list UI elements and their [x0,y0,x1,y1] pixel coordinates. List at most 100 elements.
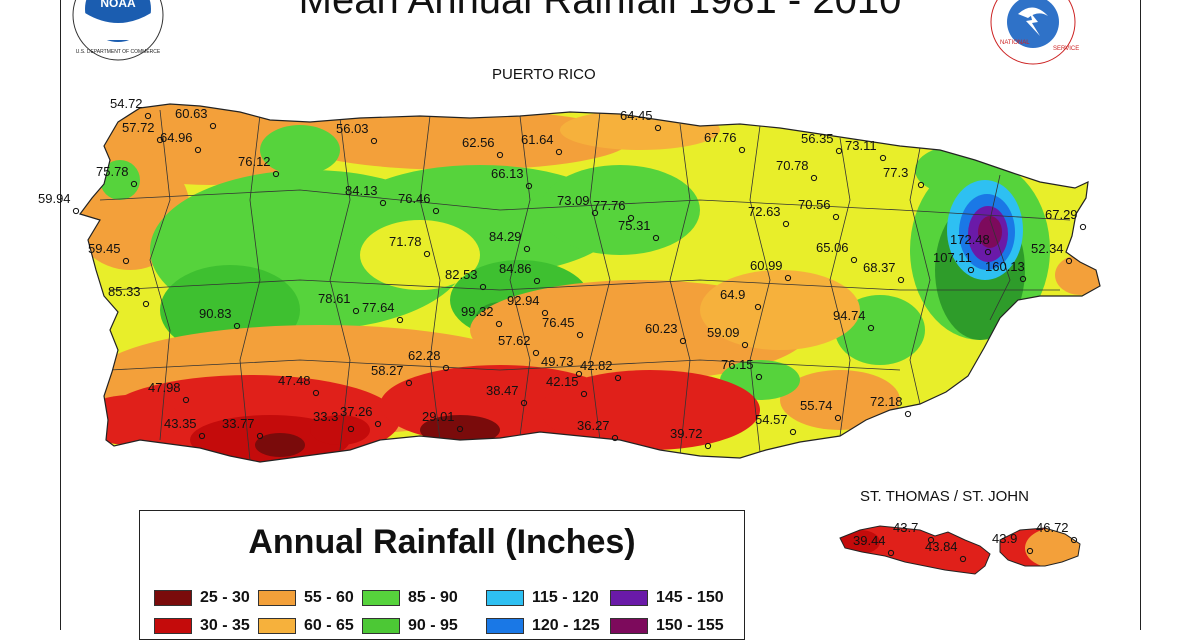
pr-station-marker [122,257,130,265]
legend-swatch [362,618,400,634]
pr-station-label: 75.31 [618,218,651,233]
pr-station: 76.12 [238,154,280,178]
pr-station-label: 85.33 [108,284,141,299]
pr-station: 73.11 [845,138,887,162]
legend-label: 60 - 65 [304,617,354,634]
pr-station-label: 29.01 [422,409,455,424]
pr-station-label: 77.3 [883,165,908,180]
pr-station: 64.45 [620,108,662,132]
legend-swatch [154,618,192,634]
island-station-marker [1070,536,1078,544]
pr-station: 84.29 [489,229,531,253]
pr-station-marker [523,245,531,253]
pr-station: 72.18 [870,394,912,418]
pr-station-label: 59.45 [88,241,121,256]
svg-text:NATIONAL: NATIONAL [1000,40,1030,46]
pr-station: 60.23 [645,321,687,345]
pr-station: 59.94 [38,191,80,215]
pr-station-marker [652,234,660,242]
legend-label: 90 - 95 [408,617,458,634]
legend-item: 30 - 35 [154,617,250,635]
pr-station-marker [967,266,975,274]
pr-station: 59.09 [707,325,749,349]
pr-station-label: 160.13 [985,259,1025,274]
legend-item: 25 - 30 [154,589,250,607]
island-station-marker [959,555,967,563]
pr-station-marker [525,182,533,190]
pr-station: 94.74 [833,308,875,332]
island-station: 46.72 [1036,520,1078,544]
pr-station-label: 60.63 [175,106,208,121]
pr-station: 49.73 [541,354,583,378]
pr-station: 72.63 [748,204,790,228]
pr-station-marker [456,425,464,433]
pr-station: 75.78 [96,164,138,188]
pr-station-label: 72.18 [870,394,903,409]
island-station-label: 39.44 [853,533,886,548]
legend-swatch [610,590,648,606]
pr-station: 56.35 [801,131,843,155]
pr-station-label: 36.27 [577,418,610,433]
pr-station-label: 49.73 [541,354,574,369]
legend-item: 115 - 120 [486,589,599,607]
pr-station-label: 62.56 [462,135,495,150]
pr-station: 70.78 [776,158,818,182]
pr-station: 66.13 [491,166,533,190]
pr-station-label: 76.46 [398,191,431,206]
pr-station-marker [755,373,763,381]
pr-station: 62.56 [462,135,504,159]
legend-label: 55 - 60 [304,589,354,606]
pr-station-marker [627,214,635,222]
pr-station-label: 84.13 [345,183,378,198]
pr-station-label: 92.94 [507,293,540,308]
pr-station-marker [142,300,150,308]
pr-station-label: 57.62 [498,333,531,348]
pr-station-marker [405,379,413,387]
island-station-layer: 43.7 46.72 39.44 43.84 43.9 [853,520,1078,563]
pr-station-marker [256,432,264,440]
pr-station-label: 52.34 [1031,241,1064,256]
pr-station-marker [879,154,887,162]
legend-item: 60 - 65 [258,617,354,635]
legend-swatch [362,590,400,606]
pr-station: 64.9 [720,287,762,311]
pr-station-marker [867,324,875,332]
pr-station-label: 54.57 [755,412,788,427]
pr-station-label: 67.76 [704,130,737,145]
pr-station-label: 54.72 [110,96,143,111]
pr-station-marker [614,374,622,382]
pr-station: 75.31 [618,218,660,242]
pr-station: 56.03 [336,121,378,145]
pr-station-label: 33.77 [222,416,255,431]
pr-station-label: 65.06 [816,240,849,255]
pr-station-label: 37.26 [340,404,373,419]
pr-station-label: 107.11 [933,250,972,265]
pr-station-marker [370,137,378,145]
pr-station-label: 75.78 [96,164,129,179]
pr-station-label: 71.78 [389,234,422,249]
pr-station-label: 99.32 [461,304,494,319]
pr-station-marker [130,180,138,188]
pr-station: 77.3 [883,165,925,189]
island-station-label: 43.9 [992,531,1017,546]
pr-station-label: 39.72 [670,426,703,441]
pr-station-marker [754,303,762,311]
pr-station-label: 84.29 [489,229,522,244]
legend-label: 30 - 35 [200,617,250,634]
pr-station-label: 56.03 [336,121,369,136]
legend-label: 115 - 120 [532,589,599,606]
pr-station: 68.37 [863,260,905,284]
pr-station: 70.56 [798,197,840,221]
pr-station-marker [156,136,164,144]
pr-station-marker [312,389,320,397]
frame-line-right [1140,0,1141,630]
pr-station-label: 82.53 [445,267,478,282]
pr-station-marker [1019,275,1027,283]
pr-station-marker [533,277,541,285]
pr-station-marker [432,207,440,215]
pr-station-marker [520,399,528,407]
pr-station-label: 59.09 [707,325,740,340]
pr-station-label: 73.09 [557,193,590,208]
pr-station-marker [580,390,588,398]
pr-station: 90.83 [199,306,241,330]
